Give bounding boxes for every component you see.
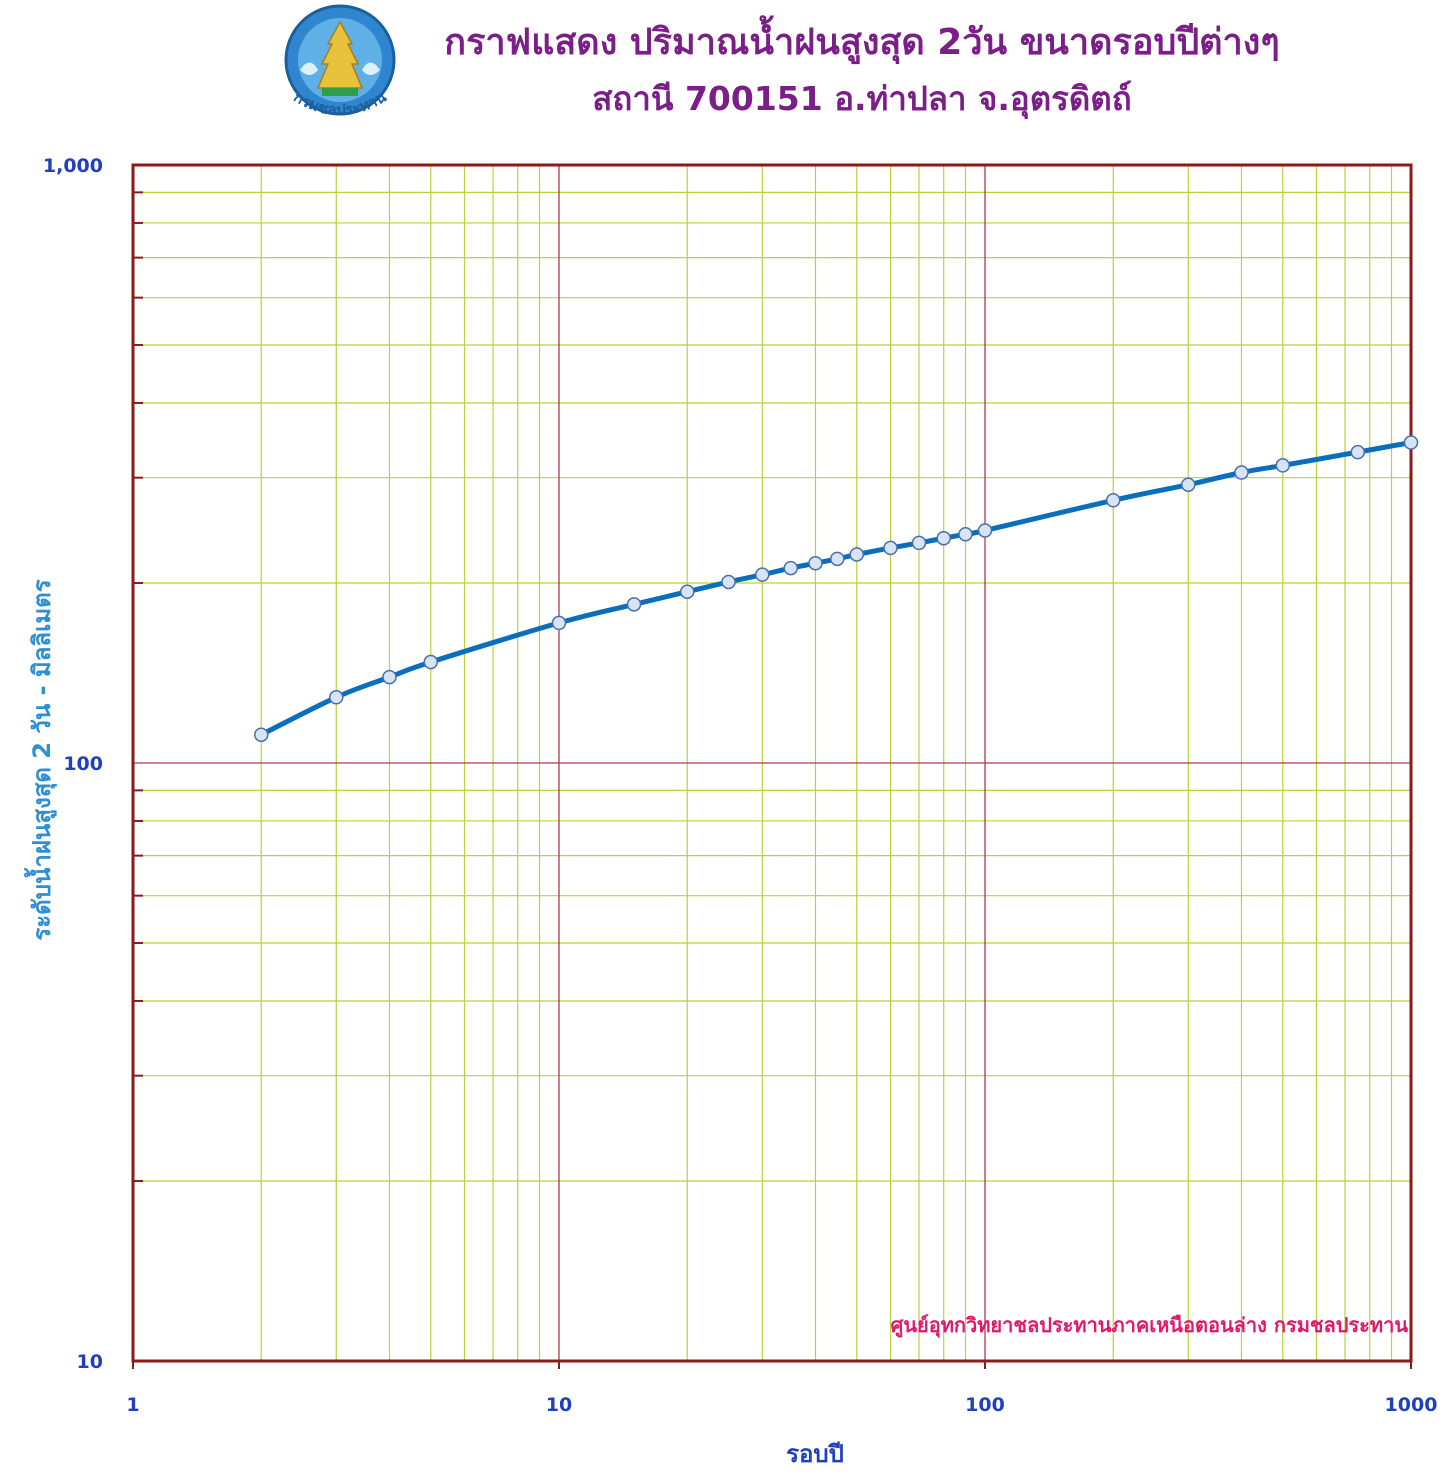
data-point [1405, 436, 1418, 449]
chart-title: กราฟแสดง ปริมาณน้ำฝนสูงสุด 2วัน ขนาดรอบป… [444, 15, 1279, 65]
data-point [756, 568, 769, 581]
x-tick-label: 100 [965, 1394, 1005, 1416]
data-point [784, 562, 797, 575]
y-axis-title: ระดับน้ำฝนสูงสุด 2 วัน - มิลลิเมตร [23, 579, 58, 940]
credit-annotation: ศูนย์อุทกวิทยาชลประทานภาคเหนือตอนล่าง กร… [891, 1313, 1409, 1339]
data-point [1182, 478, 1195, 491]
data-point [553, 616, 566, 629]
data-point [1276, 459, 1289, 472]
y-tick-label: 100 [63, 753, 103, 775]
data-point [330, 691, 343, 704]
data-point [831, 552, 844, 565]
series-group [255, 436, 1418, 741]
data-point [959, 528, 972, 541]
data-point [1235, 466, 1248, 479]
data-point [809, 557, 822, 570]
x-tick-label: 1 [126, 1394, 139, 1416]
x-axis-title: รอบปี [786, 1440, 844, 1468]
data-point [850, 548, 863, 561]
data-point [937, 532, 950, 545]
data-point [1351, 446, 1364, 459]
series-line [261, 443, 1411, 735]
y-tick-label: 10 [77, 1351, 103, 1373]
data-point [681, 585, 694, 598]
data-point [979, 524, 992, 537]
department-logo: กรมชลประทาน [282, 6, 398, 119]
data-point [383, 671, 396, 684]
data-point [424, 656, 437, 669]
data-point [628, 598, 641, 611]
data-point [722, 575, 735, 588]
major-grid [133, 165, 1411, 1361]
x-tick-label: 1000 [1385, 1394, 1438, 1416]
x-tick-label: 10 [546, 1394, 572, 1416]
data-point [884, 541, 897, 554]
y-tick-label: 1,000 [43, 155, 103, 177]
data-point [913, 536, 926, 549]
y-axis-ticks [133, 192, 1411, 1369]
chart-subtitle: สถานี 700151 อ.ท่าปลา จ.อุตรดิตถ์ [592, 79, 1131, 120]
tick-labels: 1 10 100 1000 10 100 1,000 [43, 155, 1438, 1416]
logo-base [322, 88, 358, 96]
data-point [1107, 494, 1120, 507]
data-point [255, 728, 268, 741]
